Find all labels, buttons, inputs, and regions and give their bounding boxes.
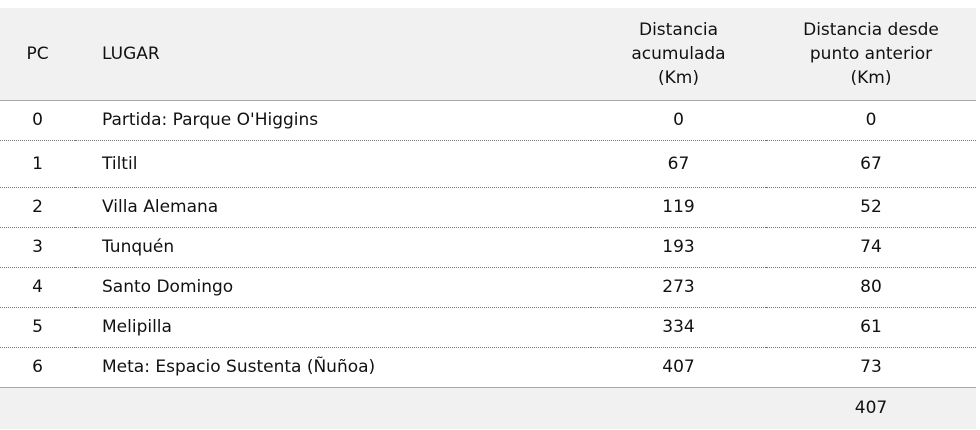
anterior-cell: 0	[766, 100, 976, 141]
table-header: PC LUGAR Distancia acumulada (Km) Distan…	[0, 8, 976, 101]
pc-cell: 3	[0, 227, 75, 268]
lugar-cell: Santo Domingo	[75, 267, 591, 308]
empty-cell	[0, 387, 75, 429]
table-footer: 407	[0, 387, 976, 429]
pc-cell: 2	[0, 187, 75, 228]
anterior-cell: 67	[766, 140, 976, 188]
empty-cell	[591, 387, 766, 429]
header-line: (Km)	[850, 67, 892, 88]
route-table: PC LUGAR Distancia acumulada (Km) Distan…	[0, 8, 976, 429]
table-row: 2 Villa Alemana 119 52	[0, 187, 976, 228]
anterior-cell: 74	[766, 227, 976, 268]
header-row: PC LUGAR Distancia acumulada (Km) Distan…	[0, 8, 976, 101]
table-row: 4 Santo Domingo 273 80	[0, 267, 976, 308]
pc-cell: 1	[0, 140, 75, 188]
table-row: 6 Meta: Espacio Sustenta (Ñuñoa) 407 73	[0, 347, 976, 388]
anterior-cell: 73	[766, 347, 976, 388]
pc-cell: 4	[0, 267, 75, 308]
table-row: 5 Melipilla 334 61	[0, 307, 976, 348]
acumulada-cell: 407	[591, 347, 766, 388]
header-pc: PC	[0, 8, 75, 101]
table-row: 1 Tiltil 67 67	[0, 140, 976, 188]
acumulada-cell: 334	[591, 307, 766, 348]
anterior-cell: 61	[766, 307, 976, 348]
lugar-cell: Villa Alemana	[75, 187, 591, 228]
acumulada-cell: 193	[591, 227, 766, 268]
header-line: acumulada	[631, 43, 726, 64]
pc-cell: 5	[0, 307, 75, 348]
pc-cell: 6	[0, 347, 75, 388]
pc-cell: 0	[0, 100, 75, 141]
total-cell: 407	[854, 398, 888, 419]
lugar-cell: Meta: Espacio Sustenta (Ñuñoa)	[75, 347, 591, 388]
anterior-cell: 52	[766, 187, 976, 228]
empty-cell	[75, 387, 591, 429]
header-lugar: LUGAR	[75, 8, 591, 101]
lugar-cell: Partida: Parque O'Higgins	[75, 100, 591, 141]
acumulada-cell: 273	[591, 267, 766, 308]
header-line: (Km)	[658, 67, 699, 88]
lugar-cell: Melipilla	[75, 307, 591, 348]
header-anterior: Distancia desde punto anterior (Km)	[766, 8, 976, 101]
header-acumulada: Distancia acumulada (Km)	[591, 8, 766, 101]
header-line: Distancia desde	[803, 19, 939, 40]
header-line: punto anterior	[809, 43, 933, 64]
anterior-cell: 80	[766, 267, 976, 308]
table-row: 3 Tunquén 193 74	[0, 227, 976, 268]
lugar-cell: Tunquén	[75, 227, 591, 268]
table-row: 0 Partida: Parque O'Higgins 0 0	[0, 100, 976, 141]
acumulada-cell: 0	[591, 100, 766, 141]
header-line: Distancia	[638, 19, 718, 40]
total-row: 407	[0, 387, 976, 429]
acumulada-cell: 119	[591, 187, 766, 228]
lugar-cell: Tiltil	[75, 140, 591, 188]
table-body: 0 Partida: Parque O'Higgins 0 0 1 Tiltil 67 67 2…	[0, 100, 976, 388]
acumulada-cell: 67	[591, 140, 766, 188]
